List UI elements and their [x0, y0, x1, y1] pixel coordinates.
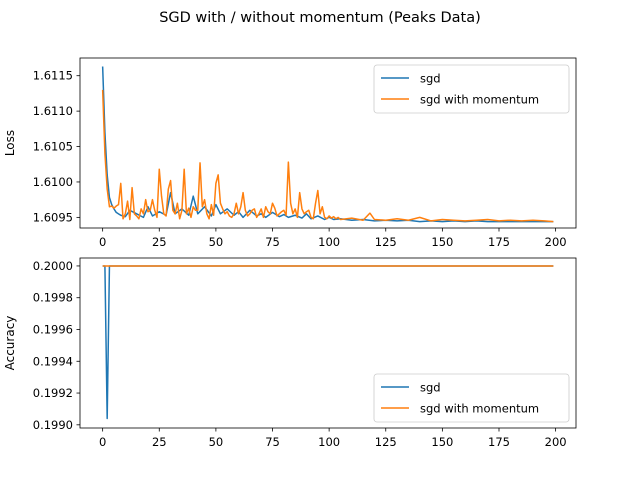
y-axis-label: Accuracy	[3, 316, 17, 371]
x-tick-label: 125	[375, 235, 397, 249]
x-tick-label: 50	[209, 235, 224, 249]
y-tick-label: 0.1996	[33, 322, 73, 336]
x-tick-label: 75	[265, 235, 280, 249]
x-tick-label: 175	[488, 435, 510, 449]
x-tick-label: 125	[375, 435, 397, 449]
x-tick-label: 75	[265, 435, 280, 449]
y-tick-label: 0.1998	[33, 291, 73, 305]
legend: sgd sgd with momentum	[373, 64, 570, 114]
y-tick-label: 1.6105	[33, 140, 73, 154]
legend-frame	[373, 373, 570, 423]
accuracy-subplot: 0 25 50 75 100 125 150 175 200 0.1990 0.1992 0.1994…	[3, 257, 577, 449]
x-tick-label: 100	[318, 435, 340, 449]
x-tick-label: 25	[152, 235, 167, 249]
series-line-sgd-with-momentum	[101, 89, 554, 223]
y-tick-label: 1.6095	[33, 210, 73, 224]
x-tick-label: 0	[99, 235, 106, 249]
legend-label: sgd with momentum	[420, 93, 539, 107]
y-tick-label: 1.6100	[33, 175, 73, 189]
y-tick-label: 0.1994	[33, 354, 73, 368]
x-tick-label: 200	[545, 435, 567, 449]
x-tick-label: 0	[99, 435, 106, 449]
x-tick-label: 50	[209, 435, 224, 449]
y-axis-label: Loss	[3, 130, 17, 156]
y-tick-label: 1.6110	[33, 104, 73, 118]
axes-frame	[79, 57, 577, 229]
x-tick-label: 150	[431, 435, 453, 449]
legend-label: sgd with momentum	[420, 402, 539, 416]
x-tick-label: 175	[488, 235, 510, 249]
legend-label: sgd	[420, 381, 441, 395]
x-tick-label: 100	[318, 235, 340, 249]
y-tick-label: 0.1992	[33, 386, 73, 400]
y-tick-label: 0.1990	[33, 418, 73, 432]
axes-frame	[79, 257, 577, 429]
x-tick-label: 150	[431, 235, 453, 249]
x-tick-label: 200	[545, 235, 567, 249]
x-tick-label: 25	[152, 435, 167, 449]
y-tick-label: 0.2000	[33, 259, 73, 273]
legend: sgd sgd with momentum	[373, 373, 570, 423]
y-tick-label: 1.6115	[33, 69, 73, 83]
figure-title: SGD with / without momentum (Peaks Data)	[159, 10, 481, 26]
legend-label: sgd	[420, 72, 441, 86]
legend-frame	[373, 64, 570, 114]
loss-subplot: 0 25 50 75 100 125 150 175 200 1.6095 1.6100 1.6105…	[3, 57, 577, 249]
